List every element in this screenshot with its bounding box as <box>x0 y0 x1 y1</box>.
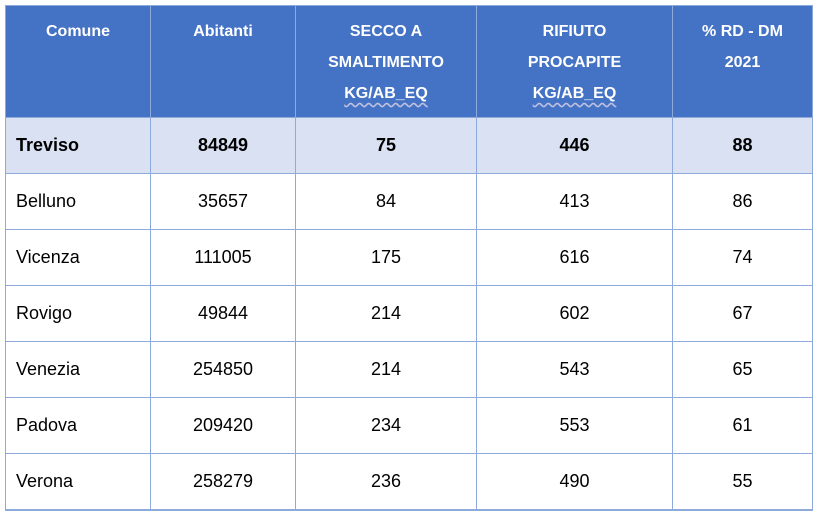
value-cell: 254850 <box>150 341 296 398</box>
value-cell: 175 <box>295 229 477 286</box>
value-cell: 234 <box>295 397 477 454</box>
header-cell: Abitanti <box>150 5 296 118</box>
city-cell: Rovigo <box>5 285 151 342</box>
table-row: Treviso 84849 75 446 88 <box>5 117 813 174</box>
value-cell: 490 <box>476 453 673 510</box>
value-cell: 616 <box>476 229 673 286</box>
value-cell: 553 <box>476 397 673 454</box>
header-text: KG/AB_EQ <box>532 85 617 102</box>
value-cell: 61 <box>672 397 813 454</box>
city-cell: Padova <box>5 397 151 454</box>
value-cell: 74 <box>672 229 813 286</box>
city-cell: Belluno <box>5 173 151 230</box>
data-table: Comune Abitanti SECCO A SMALTIMENTO KG/AB_EQ… <box>5 5 813 511</box>
header-text: % RD - DM <box>702 23 783 40</box>
header-cell: SECCO A SMALTIMENTO KG/AB_EQ <box>295 5 477 118</box>
header-text: SMALTIMENTO <box>328 54 444 71</box>
value-cell: 75 <box>295 117 477 174</box>
header-text: PROCAPITE <box>527 54 622 71</box>
value-cell: 65 <box>672 341 813 398</box>
header-text: KG/AB_EQ <box>344 85 428 102</box>
value-cell: 413 <box>476 173 673 230</box>
value-cell: 55 <box>672 453 813 510</box>
value-cell: 602 <box>476 285 673 342</box>
table-row: Belluno 35657 84 413 86 <box>5 173 813 230</box>
value-cell: 236 <box>295 453 477 510</box>
value-cell: 209420 <box>150 397 296 454</box>
value-cell: 84 <box>295 173 477 230</box>
header-cell: Comune <box>5 5 151 118</box>
value-cell: 88 <box>672 117 813 174</box>
value-cell: 49844 <box>150 285 296 342</box>
table-row: Padova 209420 234 553 61 <box>5 397 813 454</box>
table-body: Treviso 84849 75 446 88 Belluno 35657 84 413 86 Vi… <box>5 117 813 510</box>
value-cell: 111005 <box>150 229 296 286</box>
header-cell: % RD - DM 2021 <box>672 5 813 118</box>
header-text: Comune <box>46 23 110 40</box>
city-cell: Treviso <box>5 117 151 174</box>
header-text: SECCO A <box>349 23 423 40</box>
value-cell: 258279 <box>150 453 296 510</box>
value-cell: 214 <box>295 285 477 342</box>
value-cell: 84849 <box>150 117 296 174</box>
value-cell: 86 <box>672 173 813 230</box>
city-cell: Verona <box>5 453 151 510</box>
header-text: Abitanti <box>193 23 253 40</box>
value-cell: 446 <box>476 117 673 174</box>
header-cell: RIFIUTO PROCAPITE KG/AB_EQ <box>476 5 673 118</box>
header-text: RIFIUTO <box>542 23 607 40</box>
table-row: Rovigo 49844 214 602 67 <box>5 285 813 342</box>
table-row: Vicenza 111005 175 616 74 <box>5 229 813 286</box>
table-row: Verona 258279 236 490 55 <box>5 453 813 510</box>
header-row: Comune Abitanti SECCO A SMALTIMENTO KG/AB_EQ… <box>5 5 813 118</box>
value-cell: 35657 <box>150 173 296 230</box>
table-header: Comune Abitanti SECCO A SMALTIMENTO KG/AB_EQ… <box>5 5 813 118</box>
value-cell: 214 <box>295 341 477 398</box>
value-cell: 543 <box>476 341 673 398</box>
table-row: Venezia 254850 214 543 65 <box>5 341 813 398</box>
value-cell: 67 <box>672 285 813 342</box>
header-text: 2021 <box>724 54 761 71</box>
city-cell: Vicenza <box>5 229 151 286</box>
city-cell: Venezia <box>5 341 151 398</box>
